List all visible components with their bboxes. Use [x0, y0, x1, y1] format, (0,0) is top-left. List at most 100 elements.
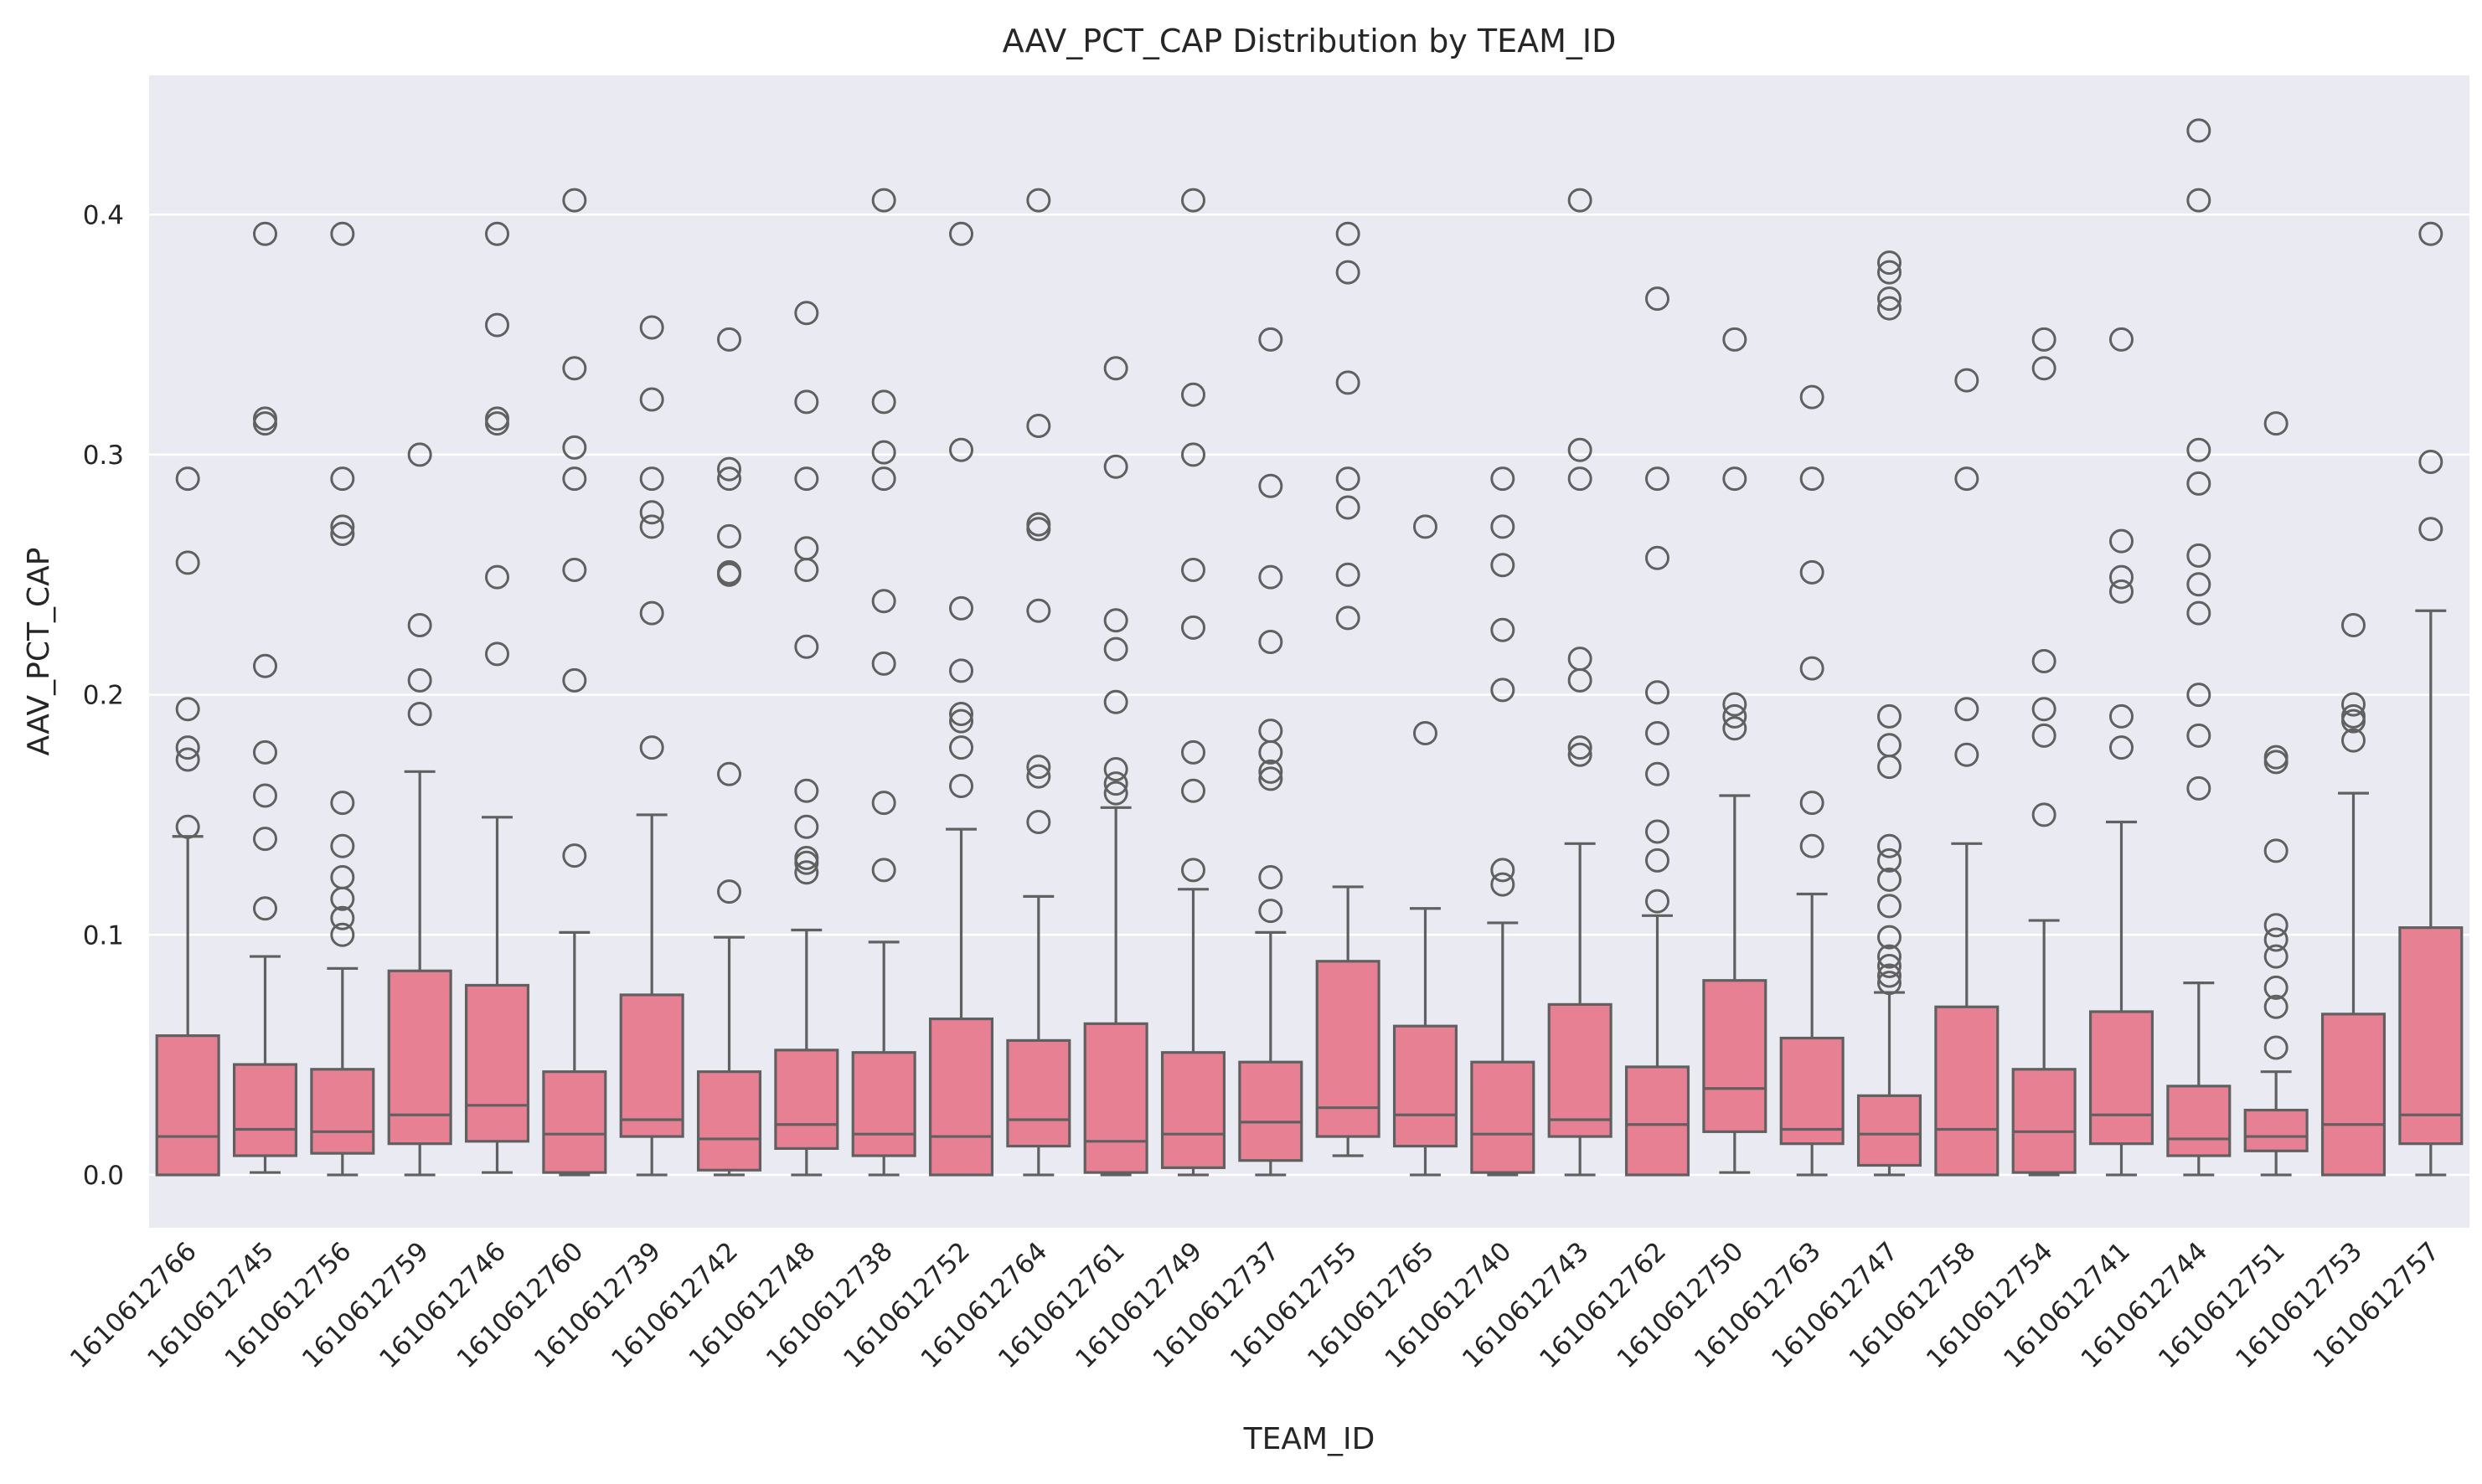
outlier-point [2031, 356, 2056, 381]
outlier-point [1877, 963, 1901, 988]
outlier-point [1645, 720, 1669, 745]
outlier-point [871, 791, 896, 816]
outlier-point [1567, 466, 1592, 492]
outlier-point [1490, 514, 1515, 539]
box-group-1610612758 [1934, 368, 2000, 1177]
box [2166, 1085, 2232, 1157]
outlier-point [639, 600, 664, 626]
outlier-point [1026, 188, 1051, 213]
box-group-1610612764 [1006, 188, 1071, 1177]
outlier-point [949, 702, 973, 727]
outlier-point [253, 739, 277, 765]
outlier-point [1567, 188, 1592, 213]
outlier-point [330, 221, 355, 246]
box-group-1610612752 [928, 221, 994, 1177]
outlier-point [1645, 761, 1669, 786]
outlier-point [1026, 755, 1051, 780]
outlier-point [1258, 864, 1283, 889]
outlier-point [1799, 466, 1824, 492]
box [1779, 1036, 1845, 1146]
outlier-point [2263, 745, 2288, 770]
outlier-point [1258, 719, 1283, 744]
outlier-point [2109, 735, 2134, 760]
outlier-point [1645, 545, 1669, 570]
box-group-1610612751 [2243, 411, 2309, 1177]
outlier-point [330, 514, 355, 539]
outlier-point [2109, 703, 2134, 729]
outlier-point [1026, 414, 1051, 439]
outlier-point [949, 774, 973, 799]
box-group-1610612765 [1392, 514, 1458, 1177]
outlier-point [407, 442, 432, 467]
outlier-point [1026, 598, 1051, 623]
outlier-point [1722, 327, 1747, 352]
box [1006, 1038, 1071, 1148]
outlier-point [1335, 605, 1360, 631]
grid-lines [149, 214, 2469, 1177]
outlier-point [2031, 697, 2056, 722]
y-tick-label: 0.0 [83, 1161, 124, 1191]
outlier-point [175, 466, 200, 492]
box [1934, 1005, 2000, 1177]
outlier-point [1954, 368, 1979, 393]
box-group-1610612760 [542, 188, 607, 1177]
outlier-point [485, 564, 509, 590]
outlier-point [1877, 971, 1901, 996]
outlier-point [1645, 286, 1669, 312]
outlier-point [175, 735, 200, 760]
outlier-point [175, 697, 200, 722]
outlier-point [871, 651, 896, 676]
outlier-point [253, 827, 277, 852]
outlier-point [794, 389, 819, 415]
outlier-point [2109, 327, 2134, 352]
outlier-point [407, 612, 432, 637]
box-group-1610612750 [1702, 327, 1767, 1174]
box [696, 1070, 762, 1172]
box [542, 1070, 607, 1174]
outlier-point [1877, 703, 1901, 729]
outlier-point [717, 327, 741, 352]
outlier-point [1103, 636, 1128, 662]
outlier-point [1567, 437, 1592, 462]
outlier-point [562, 356, 587, 381]
outlier-point [1799, 833, 1824, 858]
outlier-point [794, 301, 819, 326]
outlier-point [330, 522, 355, 547]
outlier-point [485, 312, 509, 338]
outlier-point [253, 406, 277, 431]
box-group-1610612755 [1315, 221, 1380, 1157]
outlier-point [1103, 454, 1128, 479]
box [2320, 1013, 2387, 1177]
box-group-1610612766 [155, 466, 220, 1177]
plot-area [149, 75, 2469, 1228]
outlier-point [485, 221, 509, 246]
box [1083, 1022, 1148, 1174]
box [1470, 1060, 1535, 1174]
box-group-1610612738 [851, 188, 916, 1177]
outlier-point [1258, 630, 1283, 655]
box-group-1610612763 [1779, 384, 1845, 1177]
outlier-point [1103, 781, 1128, 806]
outlier-point [1258, 759, 1283, 784]
box-group-1610612759 [387, 442, 452, 1177]
outlier-point [2186, 683, 2211, 708]
outlier-point [1335, 495, 1360, 520]
outlier-point [253, 221, 277, 246]
outlier-point [2031, 648, 2056, 673]
outlier-point [1877, 925, 1901, 950]
box-group-1610612761 [1083, 356, 1148, 1177]
outlier-point [1567, 647, 1592, 672]
y-tick-label: 0.3 [83, 441, 124, 471]
box-layer [155, 118, 2464, 1177]
outlier-point [717, 523, 741, 549]
outlier-point [2109, 564, 2134, 590]
outlier-point [717, 879, 741, 904]
outlier-point [1181, 188, 1205, 213]
outlier-point [949, 735, 973, 760]
box [1702, 979, 1767, 1133]
outlier-point [1258, 899, 1283, 924]
box [774, 1049, 839, 1151]
outlier-point [1026, 512, 1051, 537]
outlier-point [330, 864, 355, 889]
